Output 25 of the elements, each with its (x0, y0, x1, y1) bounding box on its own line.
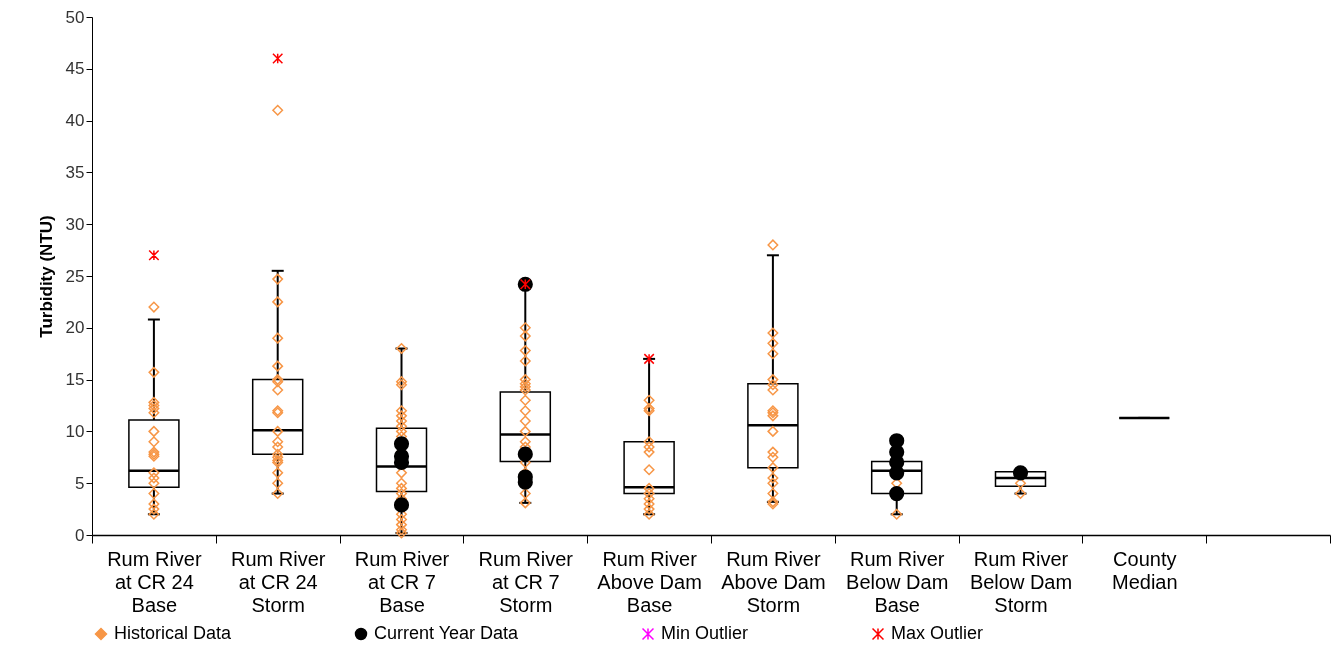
legend-label: Historical Data (114, 623, 233, 643)
x-tick-label: Rum River Below Dam Storm (969, 547, 1073, 616)
y-tick-label: 45 (65, 59, 85, 79)
x-tick-label: Rum River Below Dam Base (846, 547, 949, 616)
legend-label: Min Outlier (661, 623, 749, 643)
x-tick-label: Rum River at CR 24 Storm (230, 547, 326, 616)
x-tick-label: Rum River at CR 24 Base (107, 547, 202, 616)
y-tick-label: 10 (65, 421, 85, 441)
x-tick-label: Rum River Above Dam Base (597, 547, 702, 616)
y-tick-label: 40 (65, 111, 85, 131)
x-tick-label: Rum River Above Dam Storm (721, 547, 826, 616)
legend-label: Current Year Data (374, 623, 520, 643)
y-tick-label: 35 (65, 162, 85, 182)
x-tick-label: County Median (1112, 547, 1178, 593)
x-tick-label: Rum River at CR 7 Base (354, 547, 450, 616)
y-tick-label: 15 (65, 370, 85, 390)
y-tick-label: 5 (75, 473, 85, 493)
y-tick-label: 50 (65, 7, 85, 27)
legend-label: Max Outlier (891, 623, 984, 643)
y-tick-label: 25 (65, 266, 85, 286)
y-tick-label: 20 (65, 318, 85, 338)
x-tick-label: Rum River at CR 7 Storm (478, 547, 574, 616)
y-axis-title: Turbidity (NTU) (36, 215, 56, 338)
y-tick-label: 0 (75, 525, 85, 545)
y-tick-label: 30 (65, 214, 85, 234)
